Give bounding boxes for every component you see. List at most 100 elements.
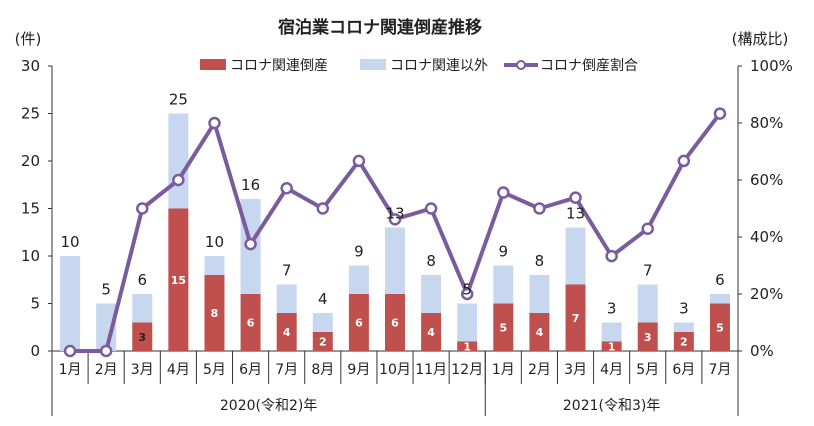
bar-other (168, 113, 189, 209)
ratio-point (388, 213, 402, 226)
x-tick-label: 5月 (203, 362, 226, 378)
legend: コロナ関連倒産 コロナ関連以外 コロナ倒産割合 (200, 57, 638, 74)
bar-corona (168, 208, 189, 351)
bar-other (493, 265, 514, 304)
y-right-tick-label: 20% (750, 285, 783, 303)
x-tick-label: 8月 (311, 362, 334, 378)
total-label: 7 (643, 262, 653, 280)
x-tick-label: 6月 (239, 362, 262, 378)
bar-corona (421, 313, 442, 351)
bar-value-label: 2 (680, 336, 688, 349)
bar-value-label: 7 (572, 312, 580, 325)
bar-corona (204, 275, 225, 351)
x-tick-label: 2月 (528, 362, 551, 378)
ratio-point (424, 202, 438, 215)
total-label: 13 (385, 205, 404, 223)
bar-other (276, 284, 297, 313)
bar-other (132, 294, 153, 323)
ratio-point (713, 107, 727, 120)
year-group-label: 2021(令和3)年 (563, 398, 660, 414)
ratio-point (316, 202, 330, 215)
bar-other (204, 256, 225, 275)
x-tick-label: 12月 (451, 362, 483, 378)
total-label: 8 (535, 252, 545, 270)
bar-value-label: 1 (608, 340, 616, 353)
bar-other (348, 265, 369, 294)
x-tick-label: 7月 (275, 362, 298, 378)
total-label: 8 (426, 252, 436, 270)
bar-other (312, 313, 333, 332)
year-group-label: 2020(令和2)年 (220, 398, 317, 414)
bar-value-label: 3 (138, 331, 146, 344)
y-left-tick-label: 20 (21, 152, 40, 170)
total-label: 10 (205, 233, 224, 251)
ratio-point (569, 191, 582, 204)
bar-value-label: 5 (499, 321, 507, 334)
bar-other (709, 294, 730, 304)
bar-other (385, 227, 405, 294)
bar-other (60, 256, 81, 351)
y-left-tick-label: 30 (21, 57, 40, 75)
y-right-tick-label: 40% (750, 228, 783, 246)
legend-swatch-point (516, 60, 526, 70)
y-left-tick-label: 5 (30, 295, 40, 313)
x-tick-label: 1月 (59, 362, 82, 378)
y-left-tick-label: 25 (21, 105, 40, 123)
x-tick-label: 5月 (636, 362, 659, 378)
x-tick-label: 4月 (167, 362, 190, 378)
ratio-point (244, 237, 257, 251)
bar-other (529, 275, 550, 313)
y-right-tick-label: 60% (750, 171, 783, 189)
bar-corona (637, 322, 658, 351)
ratio-point (208, 116, 221, 130)
bar-other (637, 284, 658, 323)
bar-value-label: 2 (319, 336, 327, 349)
total-label: 4 (318, 290, 328, 308)
x-tick-label: 3月 (131, 362, 154, 378)
ratio-point (460, 287, 474, 301)
x-tick-label: 2月 (95, 362, 118, 378)
ratio-point (63, 344, 77, 358)
ratio-point (136, 202, 149, 215)
legend-item: コロナ関連以外 (360, 58, 488, 74)
bar-corona (132, 322, 153, 351)
bar-corona (601, 341, 622, 351)
bar-value-label: 6 (391, 317, 399, 330)
y-left-tick-label: 0 (30, 342, 40, 360)
bar-value-label: 4 (536, 326, 544, 339)
bar-corona (348, 294, 369, 351)
bar-value-label: 4 (283, 326, 291, 339)
bar-corona (673, 332, 694, 351)
total-label: 10 (61, 233, 80, 251)
bar-value-label: 5 (716, 321, 724, 334)
bar-other (565, 227, 586, 285)
total-label: 9 (354, 243, 364, 261)
legend-item: コロナ関連倒産 (200, 58, 328, 74)
total-label: 6 (715, 271, 725, 289)
x-tick-label: 9月 (347, 362, 370, 378)
ratio-point (280, 182, 293, 195)
legend-label: コロナ関連以外 (390, 58, 488, 74)
ratio-point (497, 186, 510, 199)
total-label: 9 (499, 243, 509, 261)
bar-value-label: 6 (247, 317, 255, 330)
total-label: 3 (679, 300, 689, 318)
bar-other (421, 275, 442, 313)
ratio-point (677, 154, 691, 168)
bar-corona (709, 303, 730, 351)
bar-corona (457, 341, 478, 351)
ratio-line (63, 107, 727, 358)
bar-value-label: 15 (171, 274, 186, 287)
total-label: 6 (137, 271, 147, 289)
y-axis-right-label: (構成比) (732, 30, 789, 48)
legend-item: コロナ倒産割合 (504, 57, 638, 74)
bar-corona (240, 294, 261, 351)
bar-corona (565, 284, 586, 351)
total-label: 7 (282, 262, 292, 280)
legend-label: コロナ倒産割合 (540, 57, 638, 74)
y-right-tick-label: 0% (750, 342, 774, 360)
bar-corona (529, 313, 550, 351)
ratio-point (641, 222, 654, 235)
bar-other (457, 303, 478, 342)
